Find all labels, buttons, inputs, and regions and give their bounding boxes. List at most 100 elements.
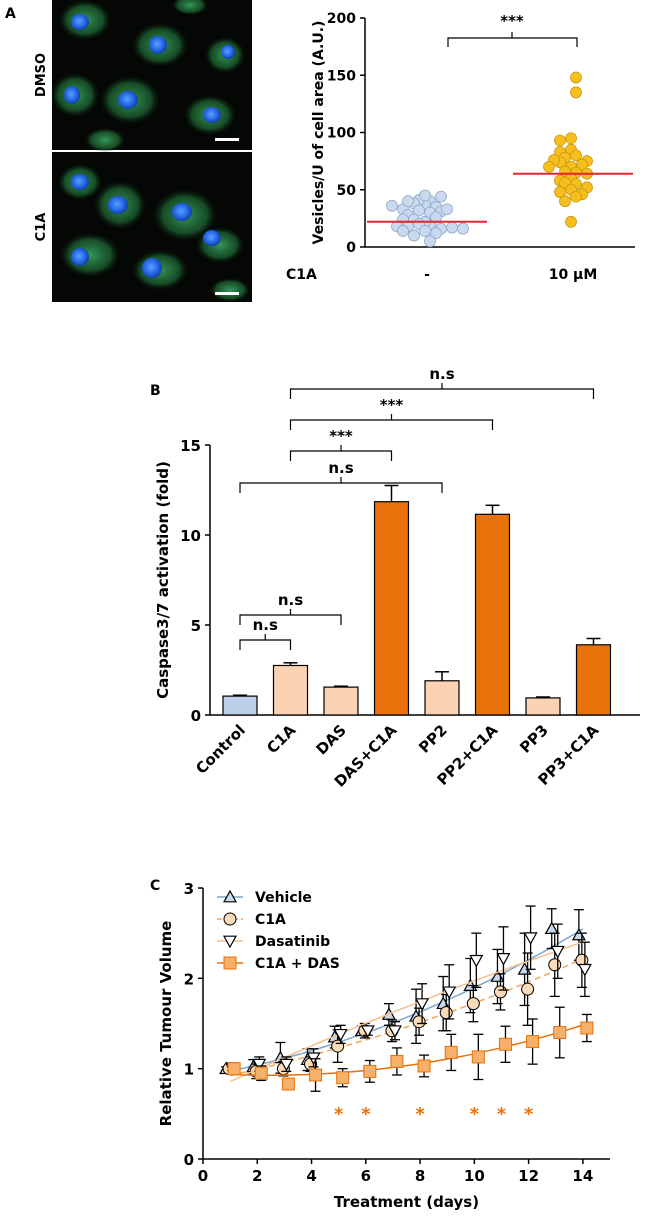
- x-tick-label: 12: [518, 1167, 539, 1185]
- micrograph-dmso: [51, 0, 252, 152]
- comparison-bracket: [239, 482, 443, 493]
- trend-line: [230, 1024, 584, 1076]
- data-point: [397, 225, 409, 237]
- comparison-label: n.s: [328, 459, 353, 477]
- data-point: [439, 1006, 453, 1020]
- x-category-label: -: [424, 267, 430, 283]
- x-tick-label: 6: [361, 1167, 371, 1185]
- data-point: [281, 1077, 295, 1091]
- data-point: [548, 958, 562, 972]
- comparison-label: n.s: [278, 591, 303, 609]
- x-tick-label: 0: [198, 1167, 208, 1185]
- comparison-bracket: [289, 388, 595, 399]
- data-point: [580, 1021, 594, 1035]
- data-point: [386, 199, 398, 212]
- data-point: [387, 1025, 402, 1038]
- comparison-bracket: [289, 419, 494, 430]
- significance-star: *: [415, 1104, 425, 1125]
- x-axis-label: Treatment (days): [334, 1193, 479, 1211]
- data-point: [550, 945, 565, 959]
- data-point: [469, 954, 484, 968]
- y-tick-label: 5: [191, 617, 201, 635]
- data-point: [222, 935, 238, 949]
- comparison-bracket: [239, 639, 292, 650]
- bar: [222, 695, 258, 716]
- bar: [575, 644, 612, 716]
- data-point: [415, 998, 430, 1011]
- data-point: [496, 953, 511, 966]
- data-point: [446, 221, 458, 234]
- y-axis-label: Relative Tumour Volume: [157, 921, 175, 1127]
- data-point: [559, 195, 571, 208]
- y-tick-label: 1: [184, 1061, 194, 1079]
- data-point: [576, 158, 588, 171]
- data-point: [554, 134, 566, 147]
- data-point: [554, 186, 566, 198]
- data-point: [435, 190, 447, 203]
- x-category-label: C1A: [263, 721, 299, 757]
- x-category-label: 10 µM: [549, 267, 598, 283]
- data-point: [498, 1037, 512, 1051]
- y-tick-label: 150: [327, 68, 356, 84]
- data-point: [412, 1015, 426, 1029]
- data-point: [543, 160, 555, 173]
- cell-image-dmso: [51, 0, 245, 152]
- series-3: [227, 1006, 594, 1092]
- x-tick-label: 8: [415, 1167, 425, 1185]
- comparison-label: n.s: [253, 616, 278, 634]
- data-point: [223, 956, 237, 970]
- data-point: [570, 190, 582, 203]
- data-point: [402, 195, 414, 208]
- comparison-label: ***: [329, 427, 353, 445]
- data-point: [523, 932, 538, 945]
- data-point: [419, 189, 431, 202]
- legend-label: C1A + DAS: [255, 956, 340, 972]
- bar: [474, 513, 511, 716]
- data-point: [336, 1071, 350, 1085]
- significance-star: *: [334, 1104, 344, 1125]
- x-category-label: PP2: [415, 721, 451, 757]
- y-axis-label: Caspase3/7 activation (fold): [154, 461, 172, 699]
- x-category-label: DAS: [312, 721, 349, 758]
- data-point: [254, 1066, 268, 1080]
- x-category-label: PP3: [516, 721, 552, 757]
- legend: Vehicle C1A Dasatinib C1A + DAS: [217, 889, 340, 972]
- data-point: [222, 889, 238, 903]
- data-point: [417, 1059, 431, 1073]
- data-point: [419, 225, 431, 237]
- data-point: [457, 222, 469, 235]
- data-point: [565, 132, 577, 145]
- data-point: [553, 1026, 567, 1040]
- data-point: [526, 1035, 540, 1049]
- data-point: [441, 203, 453, 216]
- y-tick-label: 2: [184, 970, 194, 988]
- y-tick-label: 15: [180, 437, 201, 455]
- x-tick-label: 4: [306, 1167, 316, 1185]
- data-point: [363, 1064, 377, 1078]
- y-tick-label: 10: [180, 527, 201, 545]
- y-tick-label: 0: [191, 707, 201, 725]
- data-point: [570, 71, 582, 84]
- y-tick-label: 0: [346, 240, 356, 256]
- bar: [373, 501, 410, 716]
- data-point: [252, 1058, 267, 1072]
- image-label-c1a: C1A: [34, 213, 49, 242]
- y-tick-label: 200: [327, 11, 356, 27]
- x-tick-label: 14: [572, 1167, 593, 1185]
- data-point: [227, 1062, 241, 1076]
- y-axis-label: Vesicles/U of cell area (A.U.): [311, 21, 327, 245]
- significance-star: *: [470, 1104, 480, 1125]
- data-point: [493, 985, 507, 999]
- data-point: [577, 963, 592, 977]
- y-tick-label: 100: [327, 126, 356, 142]
- legend-label: Vehicle: [255, 890, 312, 906]
- data-point: [444, 1045, 458, 1059]
- micrograph-c1a: [52, 152, 252, 302]
- y-tick-label: 3: [184, 880, 194, 898]
- x-tick-label: 2: [252, 1167, 262, 1185]
- data-point: [430, 227, 442, 240]
- x-tick-label: 10: [464, 1167, 485, 1185]
